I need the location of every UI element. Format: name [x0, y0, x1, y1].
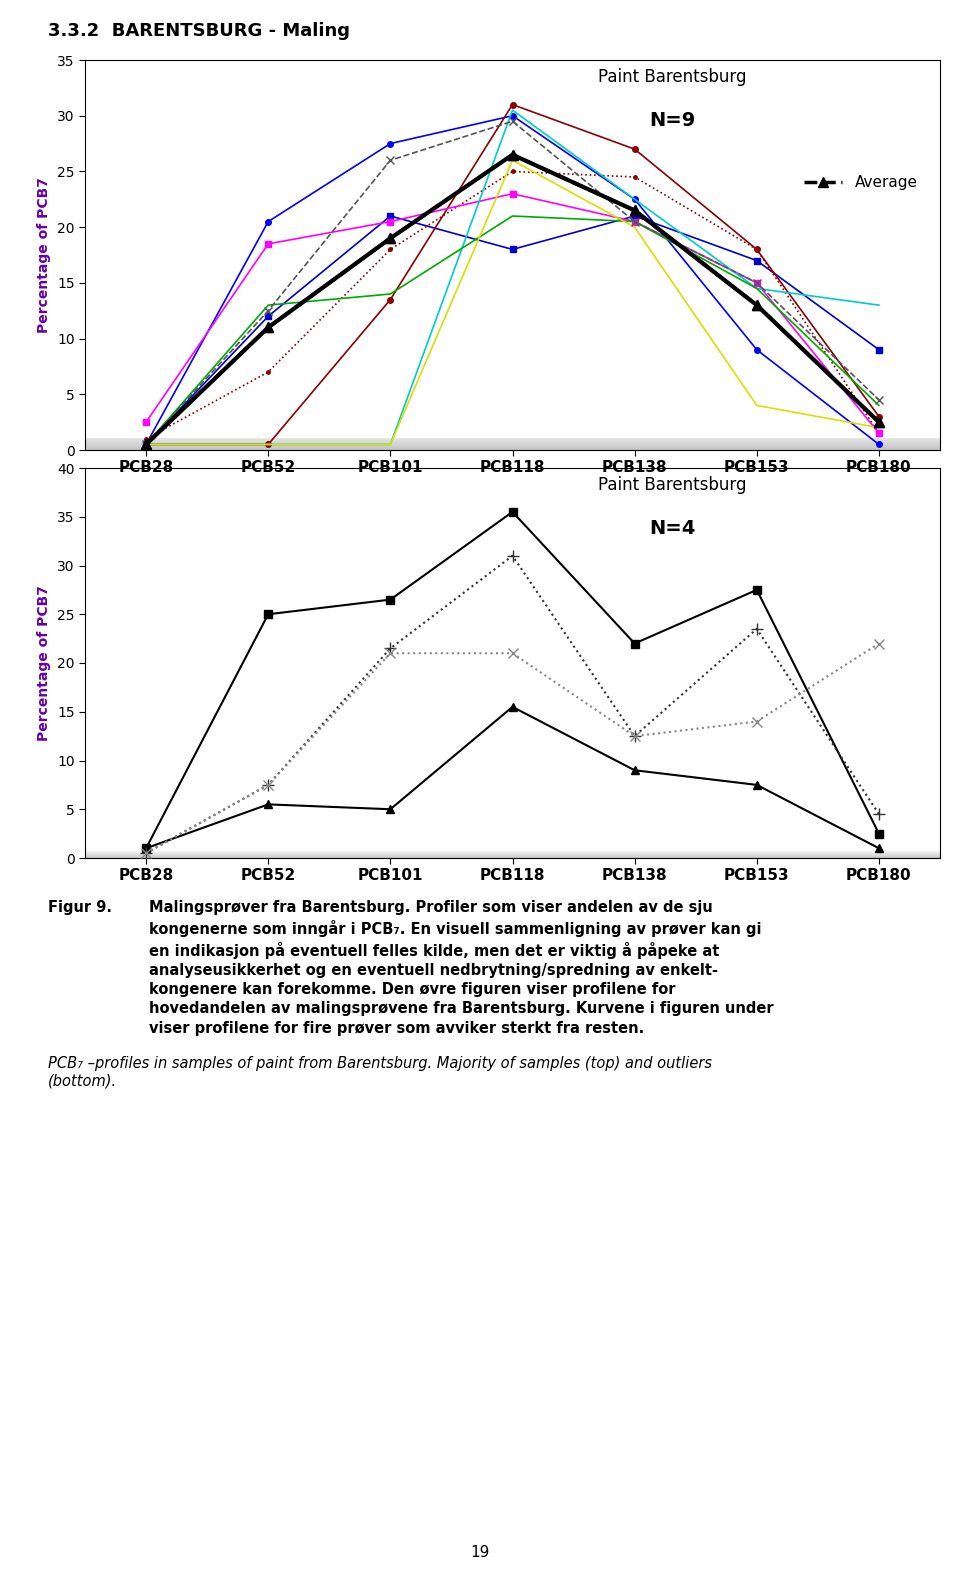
Text: Paint Barentsburg: Paint Barentsburg	[598, 475, 747, 494]
Y-axis label: Percentage of PCB7: Percentage of PCB7	[37, 585, 52, 740]
Text: 19: 19	[470, 1546, 490, 1560]
Text: PCB₇ –profiles in samples of paint from Barentsburg. Majority of samples (top) a: PCB₇ –profiles in samples of paint from …	[48, 1055, 712, 1088]
Text: Paint Barentsburg: Paint Barentsburg	[598, 68, 747, 86]
Text: N=4: N=4	[649, 518, 696, 537]
Legend: Average: Average	[798, 168, 924, 197]
Text: N=9: N=9	[649, 111, 696, 130]
Text: Malingsprøver fra Barentsburg. Profiler som viser andelen av de sju
kongenerne s: Malingsprøver fra Barentsburg. Profiler …	[149, 899, 774, 1036]
Text: 3.3.2  BARENTSBURG - Maling: 3.3.2 BARENTSBURG - Maling	[48, 22, 350, 40]
Text: Figur 9.: Figur 9.	[48, 899, 112, 915]
Y-axis label: Percentage of PCB7: Percentage of PCB7	[37, 176, 52, 334]
